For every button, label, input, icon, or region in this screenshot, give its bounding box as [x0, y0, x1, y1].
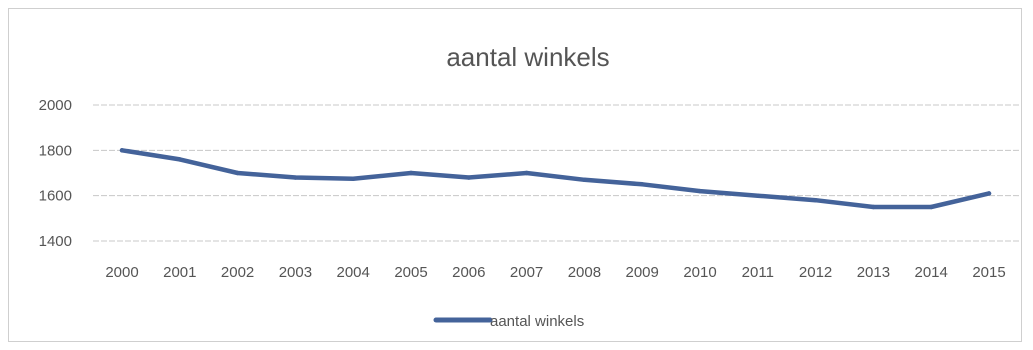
x-tick-label: 2011 — [742, 264, 774, 281]
chart-title: aantal winkels — [446, 42, 609, 72]
data-point — [755, 193, 760, 198]
y-tick-label: 2000 — [39, 97, 72, 114]
x-tick-label: 2010 — [683, 264, 716, 281]
x-tick-label: 2000 — [105, 264, 138, 281]
data-point — [177, 157, 182, 162]
x-axis-ticks: 2000 2001 2002 2003 2004 2005 2006 2007 2008 2009… — [105, 264, 1005, 281]
x-tick-label: 2015 — [972, 264, 1005, 281]
x-tick-label: 2008 — [568, 264, 601, 281]
data-point — [813, 198, 818, 203]
x-tick-label: 2013 — [857, 264, 890, 281]
data-point — [697, 188, 703, 194]
data-point — [582, 177, 587, 182]
x-tick-label: 2002 — [221, 264, 254, 281]
y-axis-ticks: 1400 1600 1800 2000 — [39, 97, 72, 250]
x-tick-label: 2003 — [279, 264, 312, 281]
legend-label: aantal winkels — [490, 313, 584, 330]
grid-lines — [93, 104, 1020, 242]
y-tick-label: 1800 — [39, 142, 72, 159]
x-tick-label: 2014 — [915, 264, 948, 281]
x-tick-label: 2005 — [394, 264, 427, 281]
data-point — [524, 170, 529, 176]
y-tick-label: 1400 — [39, 233, 72, 250]
data-point — [640, 182, 645, 187]
data-point — [235, 170, 240, 176]
y-tick-label: 1600 — [39, 188, 72, 205]
data-point — [466, 175, 471, 180]
data-point — [293, 175, 298, 180]
x-tick-label: 2001 — [163, 264, 196, 281]
legend: aantal winkels — [433, 313, 584, 330]
data-point — [408, 170, 414, 176]
series-line — [119, 148, 992, 210]
series-layer — [119, 148, 992, 210]
x-tick-label: 2012 — [799, 264, 832, 281]
data-point — [871, 204, 876, 210]
data-point — [986, 191, 992, 196]
x-tick-label: 2009 — [626, 264, 659, 281]
data-point — [351, 176, 356, 181]
x-tick-label: 2006 — [452, 264, 485, 281]
data-point — [119, 148, 125, 153]
x-tick-label: 2004 — [337, 264, 370, 281]
data-point — [929, 204, 934, 210]
x-tick-label: 2007 — [510, 264, 543, 281]
